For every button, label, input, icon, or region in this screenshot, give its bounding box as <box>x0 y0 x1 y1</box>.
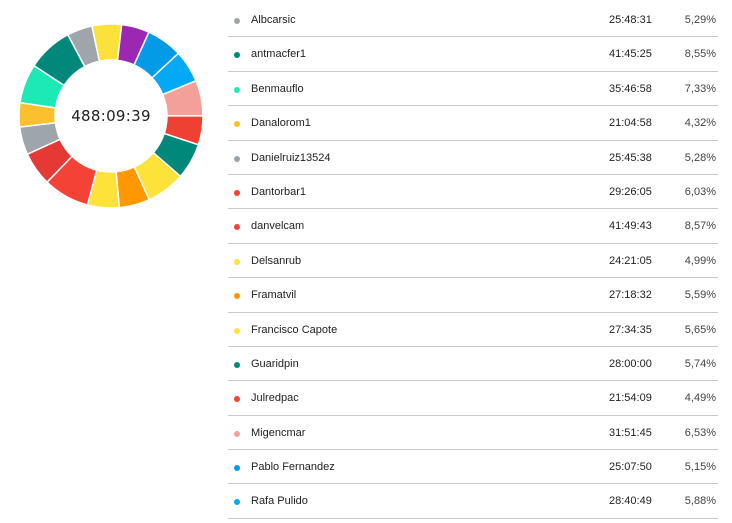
percent-value: 6,03% <box>684 185 716 198</box>
color-dot-icon <box>234 121 240 128</box>
color-dot-icon <box>234 86 240 93</box>
color-dot-icon <box>234 258 240 265</box>
donut-chart: 488:09:39 <box>15 20 207 212</box>
list-item[interactable]: Dantorbar1 29:26:05 6,03% <box>228 176 718 210</box>
user-name: Delsanrub <box>251 254 302 267</box>
list-item[interactable]: Danalorom1 21:04:58 4,32% <box>228 107 718 141</box>
color-dot-icon <box>234 155 240 162</box>
time-value: 21:54:09 <box>609 392 652 405</box>
color-dot-icon <box>234 52 240 59</box>
time-value: 41:45:25 <box>609 48 652 61</box>
color-dot-icon <box>234 396 240 403</box>
percent-value: 8,55% <box>684 48 716 61</box>
percent-value: 4,32% <box>684 117 716 130</box>
time-value: 25:48:31 <box>609 14 652 26</box>
color-dot-icon <box>234 293 240 300</box>
time-value: 35:46:58 <box>609 82 652 95</box>
list-item[interactable]: antmacfer1 41:45:25 8,55% <box>228 38 718 72</box>
color-dot-icon <box>234 499 240 506</box>
time-value: 29:26:05 <box>609 185 652 198</box>
time-value: 25:45:38 <box>609 151 652 164</box>
list-item[interactable]: Migencmar 31:51:45 6,53% <box>228 417 718 451</box>
user-name: Francisco Capote <box>251 323 338 336</box>
list-item[interactable]: Framatvil 27:18:32 5,59% <box>228 279 718 313</box>
color-dot-icon <box>234 430 240 437</box>
color-dot-icon <box>234 18 240 24</box>
user-name: Albcarsic <box>251 14 296 26</box>
time-value: 27:34:35 <box>609 323 652 336</box>
percent-value: 5,15% <box>684 461 716 474</box>
time-value: 25:07:50 <box>609 461 652 474</box>
percent-value: 5,59% <box>684 289 716 302</box>
donut-chart-svg <box>18 23 204 209</box>
time-value: 27:18:32 <box>609 289 652 302</box>
color-dot-icon <box>234 327 240 334</box>
list-item[interactable]: danvelcam 41:49:43 8,57% <box>228 210 718 244</box>
list-item[interactable]: Delsanrub 24:21:05 4,99% <box>228 245 718 279</box>
percent-value: 4,49% <box>684 392 716 405</box>
user-name: Danielruiz13524 <box>251 151 331 164</box>
list-item[interactable]: Guaridpin 28:00:00 5,74% <box>228 348 718 382</box>
time-value: 28:40:49 <box>609 495 652 508</box>
user-name: Framatvil <box>251 289 297 302</box>
percent-value: 5,28% <box>684 151 716 164</box>
list-item[interactable]: Danielruiz13524 25:45:38 5,28% <box>228 142 718 175</box>
user-name: Migencmar <box>251 426 306 439</box>
donut-segment[interactable] <box>66 25 101 68</box>
time-value: 21:04:58 <box>609 117 652 130</box>
user-name: Benmauflo <box>251 82 304 95</box>
percent-value: 5,74% <box>684 357 716 370</box>
color-dot-icon <box>234 224 240 231</box>
percent-value: 5,65% <box>684 323 716 336</box>
user-name: Dantorbar1 <box>251 185 307 198</box>
user-name: antmacfer1 <box>251 48 307 61</box>
user-name: Julredpac <box>251 392 299 405</box>
list-item[interactable]: Albcarsic 25:48:31 5,29% <box>228 4 718 38</box>
color-dot-icon <box>234 361 240 368</box>
user-name: Rafa Pulido <box>251 495 308 508</box>
user-name: danvelcam <box>251 220 305 233</box>
list-item[interactable]: Rafa Pulido 28:40:49 5,88% <box>228 485 718 519</box>
percent-value: 5,88% <box>684 495 716 508</box>
list-item[interactable]: Francisco Capote 27:34:35 5,65% <box>228 314 718 347</box>
user-name: Guaridpin <box>251 357 299 370</box>
percent-value: 7,33% <box>684 82 716 95</box>
user-name: Danalorom1 <box>251 117 311 130</box>
color-dot-icon <box>234 189 240 196</box>
list-item[interactable]: Julredpac 21:54:09 4,49% <box>228 382 718 416</box>
time-breakdown-list: Albcarsic 25:48:31 5,29% antmacfer1 41:45:25… <box>228 4 718 520</box>
percent-value: 8,57% <box>684 220 716 233</box>
percent-value: 5,29% <box>684 14 716 26</box>
percent-value: 6,53% <box>684 426 716 439</box>
list-item[interactable]: Benmauflo 35:46:58 7,33% <box>228 73 718 107</box>
time-value: 24:21:05 <box>609 254 652 267</box>
list-item[interactable]: Pablo Fernandez 25:07:50 5,15% <box>228 451 718 485</box>
time-value: 41:49:43 <box>609 220 652 233</box>
time-value: 28:00:00 <box>609 357 652 370</box>
color-dot-icon <box>234 465 240 472</box>
percent-value: 4,99% <box>684 254 716 267</box>
time-value: 31:51:45 <box>609 426 652 439</box>
user-name: Pablo Fernandez <box>251 461 335 474</box>
